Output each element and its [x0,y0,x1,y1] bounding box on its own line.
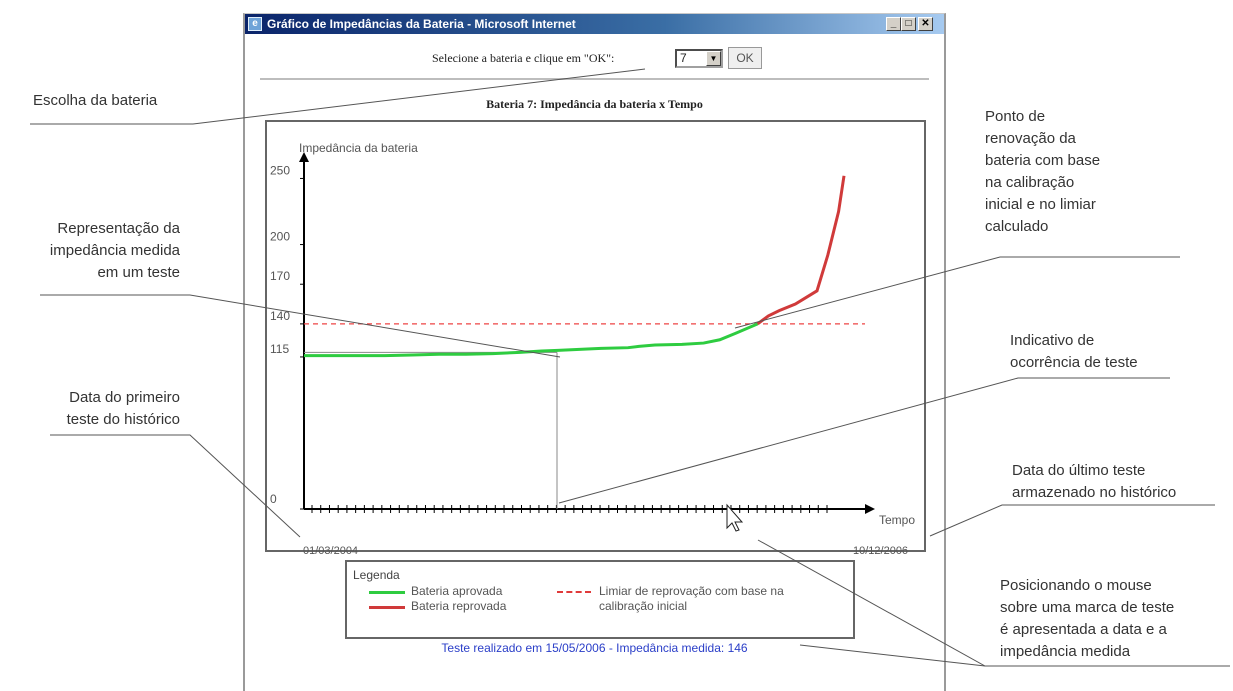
annotation-mouse-hover: Posicionando o mouse sobre uma marca de … [1000,575,1174,663]
annotation-impedance-line3: em um teste [97,264,180,281]
legend-title: Legenda [353,568,400,582]
window-title: Gráfico de Impedâncias da Bateria - Micr… [267,17,576,31]
impedance-chart: Impedância da bateria Tempo 01/03/2004 1… [265,120,926,554]
annotation-first-date: Data do primeiro teste do histórico [20,387,180,431]
chart-legend: Legenda Bateria aprovada Bateria reprova… [345,560,855,639]
browser-window: e Gráfico de Impedâncias da Bateria - Mi… [243,13,946,691]
annotation-mouse-line4: impedância medida [1000,643,1131,660]
mouse-cursor-icon [726,503,744,532]
annotation-renewal-line5: inicial e no limiar [985,196,1096,213]
leader-renewal [734,256,1180,329]
annotation-mouse-line3: é apresentada a data e a [1000,621,1167,638]
annotation-last-date: Data do último teste armazenado no histó… [1012,460,1176,504]
leader-test-occurrence [558,377,1170,504]
separator [260,78,929,80]
annotation-test-occurrence: Indicativo de ocorrência de teste [1010,330,1138,374]
legend-reproved-swatch [369,606,405,609]
annotation-first-date-line2: teste do histórico [66,411,180,428]
annotation-mouse-line2: sobre uma marca de teste [1000,599,1175,616]
y-tick-label: 170 [270,269,290,283]
y-axis-arrow-icon [299,152,309,162]
annotation-renewal-line6: calculado [985,218,1049,235]
annotation-renewal: Ponto de renovação da bateria com base n… [985,106,1100,238]
leader-last-date [929,504,1215,537]
y-tick-label: 200 [270,230,290,244]
legend-approved-swatch [369,591,405,594]
series-reproved [756,175,846,326]
legend-threshold-label-2: calibração inicial [599,599,688,613]
y-tick-label: 140 [270,309,290,323]
series-approved [304,322,759,358]
y-tick-label: 250 [270,163,290,177]
battery-select-value: 7 [680,51,687,65]
annotation-renewal-line1: Ponto de [985,108,1046,125]
legend-threshold-label: Limiar de reprovação com base na [599,584,784,598]
legend-approved-label: Bateria aprovada [411,584,503,598]
legend-reproved-label: Bateria reprovada [411,599,507,613]
ie-app-icon: e [248,17,262,31]
annotation-impedance: Representação da impedância medida em um… [20,218,180,284]
x-end-date: 10/12/2006 [853,545,908,554]
annotation-impedance-line1: Representação da [57,220,180,237]
chevron-down-icon[interactable]: ▼ [706,51,721,66]
annotation-renewal-line4: na calibração [985,174,1075,191]
leader-first-date [50,434,301,538]
selector-prompt: Selecione a bateria e clique em "OK": [432,51,614,66]
minimize-button[interactable]: _ [886,17,901,31]
x-start-date: 01/03/2004 [303,545,358,554]
battery-selector-row: Selecione a bateria e clique em "OK": 7 … [245,47,944,69]
maximize-button[interactable]: □ [901,17,916,31]
annotation-mouse-line1: Posicionando o mouse [1000,577,1152,594]
leader-impedance [40,294,561,358]
ok-button[interactable]: OK [728,47,762,69]
annotation-renewal-line2: renovação da [985,130,1076,147]
annotation-last-date-line1: Data do último teste [1012,462,1146,479]
annotation-test-occurrence-line2: ocorrência de teste [1010,354,1138,371]
chart-svg: Impedância da bateria Tempo 01/03/2004 1… [270,141,915,554]
y-tick-label: 0 [270,492,277,506]
legend-threshold-swatch [557,591,591,593]
annotation-test-occurrence-line1: Indicativo de [1010,332,1095,349]
close-button[interactable]: ✕ [918,17,933,31]
annotation-impedance-line2: impedância medida [49,242,180,259]
annotation-last-date-line2: armazenado no histórico [1012,484,1177,501]
y-tick-label: 115 [270,342,289,356]
test-info-status: Teste realizado em 15/05/2006 - Impedânc… [441,641,748,655]
chart-title: Bateria 7: Impedância da bateria x Tempo [486,97,703,111]
title-bar[interactable]: e Gráfico de Impedâncias da Bateria - Mi… [245,14,944,34]
battery-select[interactable]: 7 ▼ [675,49,723,68]
selector-prompt-end: ": [606,51,615,65]
leader-battery-choice [30,68,646,125]
annotation-battery-choice: Escolha da bateria [33,92,158,109]
x-axis-label: Tempo [879,513,915,527]
leader-mouse-2 [799,644,986,667]
selector-prompt-main: Selecione a bateria e clique em "OK [432,51,607,65]
annotation-renewal-line3: bateria com base [985,152,1101,169]
y-axis-label: Impedância da bateria [299,141,418,155]
annotation-first-date-line1: Data do primeiro [69,389,180,406]
x-axis-arrow-icon [865,504,875,514]
